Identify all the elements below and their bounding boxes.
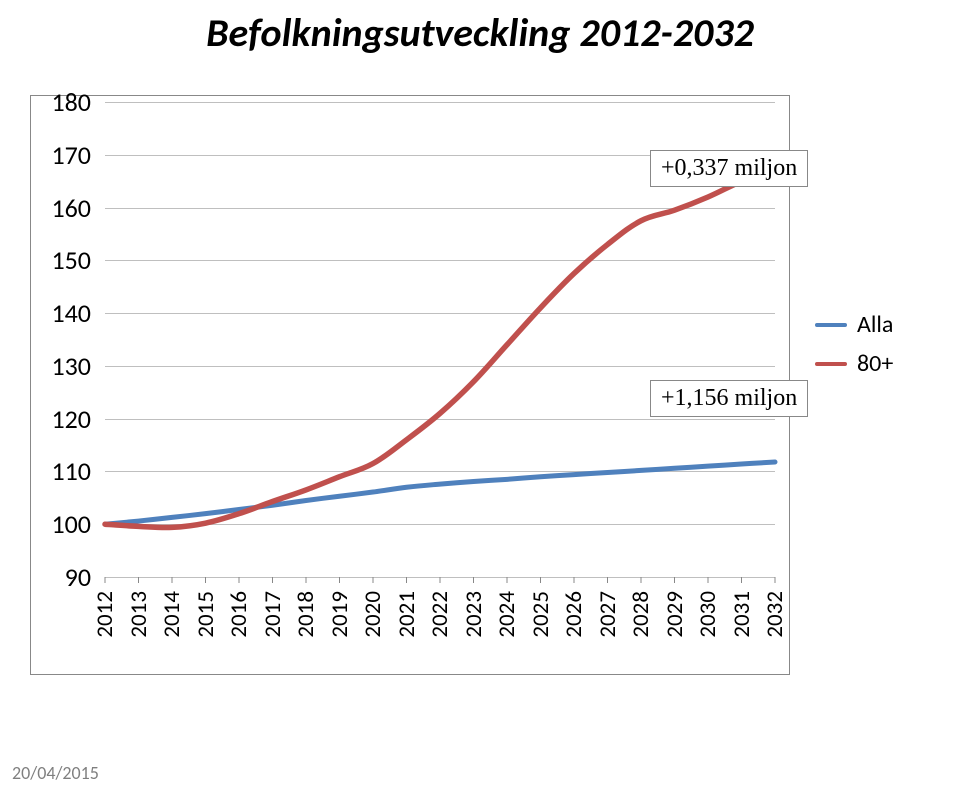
legend-label-alla: Alla <box>857 310 893 339</box>
y-tick-label: 100 <box>51 508 105 540</box>
series-line-Alla <box>105 462 775 524</box>
x-tick-label: 2018 <box>292 591 320 638</box>
y-tick-label: 90 <box>65 561 105 593</box>
x-tick-label: 2013 <box>125 591 153 638</box>
x-tick-label: 2020 <box>359 591 387 638</box>
annotation-bottom: +1,156 miljon <box>650 380 808 417</box>
x-tick-label: 2014 <box>158 591 186 638</box>
footer-date: 20/04/2015 <box>12 762 99 784</box>
legend-swatch-80plus <box>815 362 847 366</box>
x-tick-label: 2027 <box>594 591 622 638</box>
y-tick-label: 130 <box>51 350 105 382</box>
legend-swatch-alla <box>815 323 847 327</box>
legend-label-80plus: 80+ <box>857 349 893 378</box>
y-tick-label: 150 <box>51 244 105 276</box>
x-tick-label: 2015 <box>192 591 220 638</box>
x-tick-label: 2025 <box>527 591 555 638</box>
x-tick-label: 2023 <box>460 591 488 638</box>
x-tick-label: 2026 <box>560 591 588 638</box>
series-line-80+ <box>105 168 775 528</box>
y-tick-label: 120 <box>51 403 105 435</box>
y-tick-label: 160 <box>51 192 105 224</box>
x-tick-label: 2017 <box>259 591 287 638</box>
page: Befolkningsutveckling 2012-2032 90 100 110… <box>0 0 960 792</box>
chart-title: Befolkningsutveckling 2012-2032 <box>0 8 960 57</box>
x-tick-label: 2024 <box>493 591 521 638</box>
annotation-top: +0,337 miljon <box>650 150 808 187</box>
x-tick-label: 2031 <box>728 591 756 638</box>
x-tick-label: 2012 <box>91 591 119 638</box>
x-tick-label: 2021 <box>393 591 421 638</box>
legend-item-80plus: 80+ <box>815 349 893 378</box>
y-tick-label: 110 <box>51 455 105 487</box>
legend: Alla 80+ <box>815 310 893 388</box>
x-tick-label: 2032 <box>761 591 789 638</box>
x-tick-label: 2028 <box>627 591 655 638</box>
y-tick-label: 170 <box>51 139 105 171</box>
y-tick-label: 180 <box>51 86 105 118</box>
x-tick-label: 2019 <box>326 591 354 638</box>
x-tick-label: 2030 <box>694 591 722 638</box>
x-tick-label: 2016 <box>225 591 253 638</box>
legend-item-alla: Alla <box>815 310 893 339</box>
x-tick-label: 2022 <box>426 591 454 638</box>
y-tick-label: 140 <box>51 297 105 329</box>
x-tick-label: 2029 <box>661 591 689 638</box>
